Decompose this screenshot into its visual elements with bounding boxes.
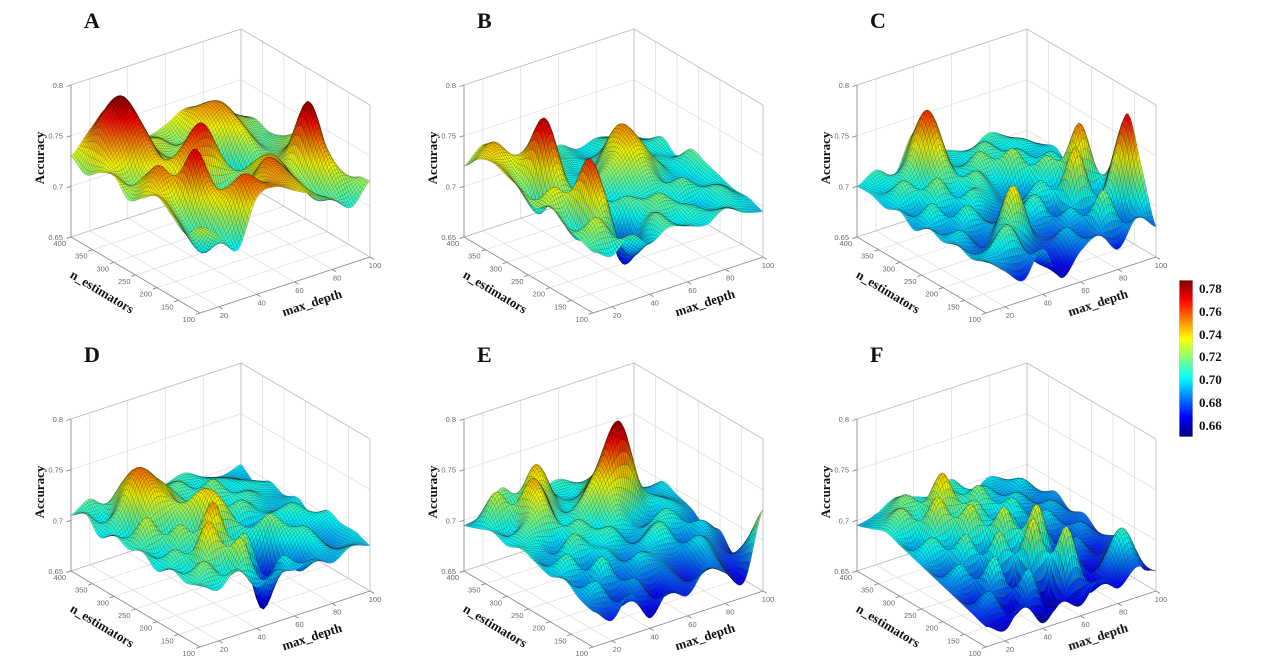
colorbar-tick: 0.68 — [1199, 395, 1222, 410]
surface-plot-canvas-b — [393, 0, 786, 334]
z-axis-label: Accuracy — [425, 131, 440, 185]
panel-label-a: A — [84, 8, 100, 33]
panel-label-b: B — [477, 8, 492, 33]
z-axis-label: Accuracy — [425, 465, 440, 519]
z-axis-label: Accuracy — [818, 465, 833, 519]
surface-panel-c: C Accuracy n_estimators max_depth — [786, 0, 1179, 334]
colorbar — [1179, 280, 1193, 437]
surface-plot-canvas-a — [0, 0, 393, 334]
surface-panel-d: D Accuracy n_estimators max_depth — [0, 334, 393, 668]
surface-plot-canvas-f — [786, 334, 1179, 668]
colorbar-tick: 0.66 — [1199, 418, 1222, 433]
panel-label-f: F — [870, 342, 884, 367]
surface-panel-b: B Accuracy n_estimators max_depth — [393, 0, 786, 334]
z-axis-label: Accuracy — [32, 465, 47, 519]
surface-plot-canvas-d — [0, 334, 393, 668]
surface-panel-f: F Accuracy n_estimators max_depth — [786, 334, 1179, 668]
surface-panel-e: E Accuracy n_estimators max_depth — [393, 334, 786, 668]
panel-label-e: E — [477, 342, 492, 367]
colorbar-tick: 0.76 — [1199, 304, 1222, 319]
colorbar-tick: 0.74 — [1199, 327, 1222, 342]
z-axis-label: Accuracy — [818, 131, 833, 185]
surface-plot-canvas-c — [786, 0, 1179, 334]
z-axis-label: Accuracy — [32, 131, 47, 185]
surface-panel-a: A Accuracy n_estimators max_depth — [0, 0, 393, 334]
surface-plot-canvas-e — [393, 334, 786, 668]
colorbar-tick: 0.78 — [1199, 281, 1222, 296]
colorbar-tick: 0.72 — [1199, 349, 1222, 364]
colorbar-gradient — [1179, 280, 1193, 437]
panel-label-d: D — [84, 342, 100, 367]
colorbar-tick: 0.70 — [1199, 372, 1222, 387]
panel-label-c: C — [870, 8, 886, 33]
